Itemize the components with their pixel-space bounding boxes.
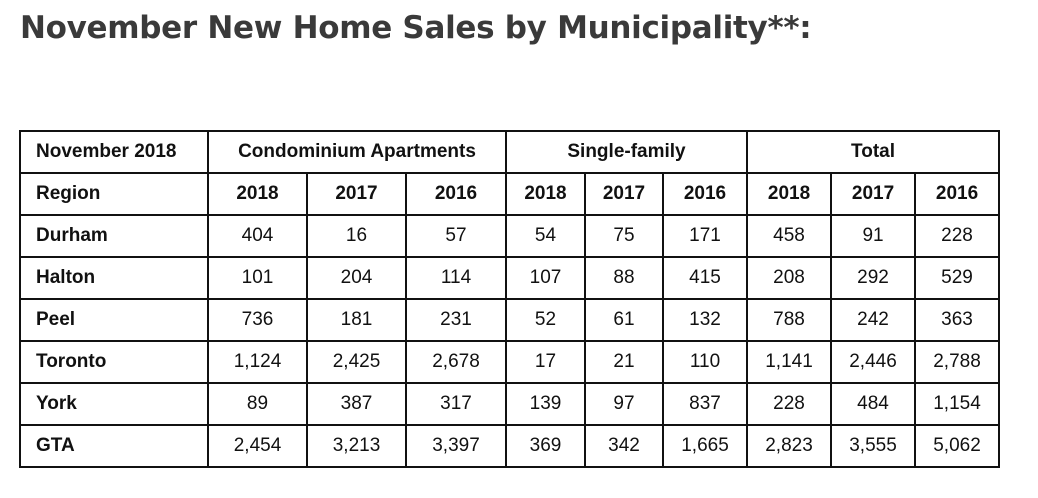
sales-table: November 2018 Condominium Apartments Sin… [19, 130, 1001, 468]
value-cell: 2,425 [306, 340, 407, 384]
value-cell: 788 [746, 298, 833, 342]
value-cell: 5,062 [914, 424, 1001, 468]
region-cell: York [19, 382, 209, 426]
year-header-cell: 2018 [746, 172, 833, 216]
year-header-cell: 2018 [207, 172, 308, 216]
table-row: Durham 404 16 57 54 75 171 458 91 228 [19, 214, 1001, 258]
year-header-cell: 2018 [505, 172, 586, 216]
value-cell: 91 [830, 214, 917, 258]
table-row: Halton 101 204 114 107 88 415 208 292 529 [19, 256, 1001, 300]
value-cell: 342 [584, 424, 664, 468]
group-total: Total [746, 130, 1001, 174]
value-cell: 101 [207, 256, 308, 300]
value-cell: 114 [405, 256, 507, 300]
region-cell: GTA [19, 424, 209, 468]
value-cell: 415 [661, 256, 749, 300]
value-cell: 107 [505, 256, 586, 300]
year-header-cell: 2017 [584, 172, 664, 216]
year-header-cell: 2016 [914, 172, 1001, 216]
table-row: York 89 387 317 139 97 837 228 484 1,154 [19, 382, 1001, 426]
value-cell: 404 [207, 214, 308, 258]
region-cell: Durham [19, 214, 209, 258]
value-cell: 2,454 [207, 424, 308, 468]
value-cell: 208 [746, 256, 833, 300]
value-cell: 2,678 [405, 340, 507, 384]
value-cell: 2,446 [830, 340, 917, 384]
value-cell: 88 [584, 256, 664, 300]
value-cell: 228 [914, 214, 1001, 258]
year-header-cell: 2017 [306, 172, 407, 216]
value-cell: 57 [405, 214, 507, 258]
table-row: Peel 736 181 231 52 61 132 788 242 363 [19, 298, 1001, 342]
value-cell: 97 [584, 382, 664, 426]
value-cell: 242 [830, 298, 917, 342]
value-cell: 363 [914, 298, 1001, 342]
period-label: November 2018 [19, 130, 209, 174]
value-cell: 2,823 [746, 424, 833, 468]
value-cell: 292 [830, 256, 917, 300]
value-cell: 231 [405, 298, 507, 342]
value-cell: 75 [584, 214, 664, 258]
value-cell: 110 [661, 340, 749, 384]
group-condominium-apartments: Condominium Apartments [207, 130, 507, 174]
value-cell: 387 [306, 382, 407, 426]
page-title: November New Home Sales by Municipality*… [20, 10, 812, 46]
value-cell: 317 [405, 382, 507, 426]
value-cell: 1,154 [914, 382, 1001, 426]
value-cell: 204 [306, 256, 407, 300]
value-cell: 529 [914, 256, 1001, 300]
value-cell: 132 [661, 298, 749, 342]
region-column-header: Region [19, 172, 209, 216]
value-cell: 1,665 [661, 424, 749, 468]
value-cell: 228 [746, 382, 833, 426]
value-cell: 3,555 [830, 424, 917, 468]
value-cell: 52 [505, 298, 586, 342]
value-cell: 17 [505, 340, 586, 384]
region-cell: Halton [19, 256, 209, 300]
value-cell: 1,141 [746, 340, 833, 384]
year-header-cell: 2016 [405, 172, 507, 216]
value-cell: 484 [830, 382, 917, 426]
value-cell: 837 [661, 382, 749, 426]
value-cell: 89 [207, 382, 308, 426]
value-cell: 736 [207, 298, 308, 342]
year-header-cell: 2016 [661, 172, 749, 216]
value-cell: 181 [306, 298, 407, 342]
value-cell: 1,124 [207, 340, 308, 384]
value-cell: 21 [584, 340, 664, 384]
table-row: Toronto 1,124 2,425 2,678 17 21 110 1,141 2,446 2… [19, 340, 1001, 384]
value-cell: 54 [505, 214, 586, 258]
region-cell: Peel [19, 298, 209, 342]
group-header-row: November 2018 Condominium Apartments Sin… [19, 130, 1001, 174]
value-cell: 61 [584, 298, 664, 342]
value-cell: 369 [505, 424, 586, 468]
value-cell: 171 [661, 214, 749, 258]
table-body: Durham 404 16 57 54 75 171 458 91 228 Halton 101 204… [19, 214, 1001, 468]
value-cell: 3,397 [405, 424, 507, 468]
value-cell: 139 [505, 382, 586, 426]
year-header-cell: 2017 [830, 172, 917, 216]
value-cell: 458 [746, 214, 833, 258]
value-cell: 3,213 [306, 424, 407, 468]
group-single-family: Single-family [504, 130, 749, 174]
year-header-row: Region 2018 2017 2016 2018 2017 2016 201… [19, 172, 1001, 216]
value-cell: 2,788 [914, 340, 1001, 384]
region-cell: Toronto [19, 340, 209, 384]
table-row: GTA 2,454 3,213 3,397 369 342 1,665 2,823 3,555 5… [19, 424, 1001, 468]
value-cell: 16 [306, 214, 407, 258]
